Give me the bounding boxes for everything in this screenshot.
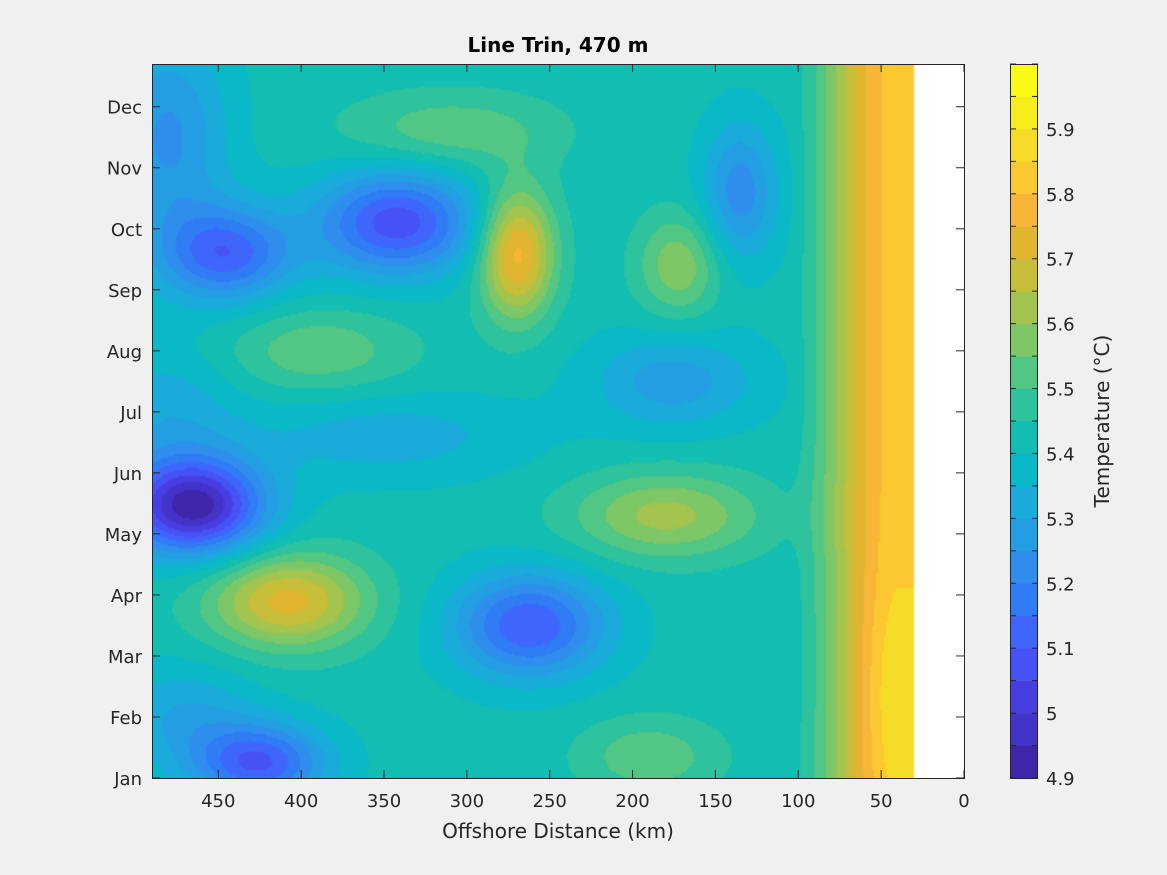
colorbar-band [1010, 96, 1038, 130]
colorbar-label: Temperature (°C) [1090, 335, 1114, 509]
y-tick-label: Aug [107, 342, 142, 363]
colorbar-tick-label: 5 [1046, 704, 1057, 725]
y-tick-label: Oct [111, 220, 142, 241]
colorbar-band [1010, 161, 1038, 195]
colorbar-tick-label: 5.6 [1046, 315, 1075, 336]
y-tick-label: Mar [108, 647, 143, 668]
colorbar-band [1010, 226, 1038, 260]
colorbar-tick-label: 5.4 [1046, 444, 1075, 465]
x-tick-label: 250 [533, 791, 567, 812]
colorbar-band [1010, 64, 1038, 97]
colorbar-band [1010, 258, 1038, 292]
y-tick-label: Apr [111, 586, 143, 607]
x-tick-label: 200 [615, 791, 649, 812]
colorbar-band [1010, 291, 1038, 324]
colorbar-tick-label: 4.9 [1046, 769, 1075, 790]
y-tick-label: Jul [119, 403, 142, 424]
colorbar-band [1010, 485, 1038, 519]
x-tick-label: 300 [450, 791, 484, 812]
colorbar-tick-label: 5.5 [1046, 380, 1075, 401]
x-tick-label: 350 [367, 791, 401, 812]
x-tick-label: 100 [781, 791, 815, 812]
colorbar-band [1010, 421, 1038, 454]
x-tick-label: 150 [698, 791, 732, 812]
y-axis: Jan Feb Mar Apr May Jun Jul Aug Sep Oct Nov Dec [105, 98, 964, 790]
colorbar-tick-label: 5.2 [1046, 574, 1075, 595]
colorbar-band [1010, 615, 1038, 649]
x-axis-label: Offshore Distance (km) [442, 819, 674, 843]
x-tick-label: 450 [201, 791, 235, 812]
colorbar [1010, 64, 1038, 779]
colorbar-band [1010, 583, 1038, 617]
colorbar-ticks: 4.9 5 5.1 5.2 5.3 5.4 5.5 5.6 5.7 5.8 5.9 [1010, 63, 1075, 790]
colorbar-band [1010, 648, 1038, 681]
colorbar-tick-label: 5.8 [1046, 185, 1075, 206]
colorbar-tick-label: 5.1 [1046, 639, 1075, 660]
y-tick-label: Nov [107, 159, 142, 180]
colorbar-band [1010, 128, 1038, 162]
colorbar-band [1010, 323, 1038, 357]
colorbar-band [1010, 356, 1038, 389]
y-tick-label: Sep [108, 281, 142, 302]
colorbar-band [1010, 193, 1038, 227]
y-tick-label: Dec [107, 98, 142, 119]
y-tick-label: Feb [110, 708, 142, 729]
x-tick-label: 400 [284, 791, 318, 812]
colorbar-band [1010, 745, 1038, 779]
colorbar-band [1010, 388, 1038, 422]
y-tick-label: Jun [113, 464, 142, 485]
x-tick-label: 0 [958, 791, 969, 812]
y-tick-label: Jan [113, 769, 142, 790]
x-axis: 450 400 350 300 250 200 150 100 50 0 [201, 64, 970, 812]
colorbar-band [1010, 550, 1038, 584]
colorbar-band [1010, 518, 1038, 552]
colorbar-band [1010, 713, 1038, 746]
temperature-contour-fill [152, 64, 964, 778]
y-tick-label: May [105, 525, 143, 546]
colorbar-tick-label: 5.7 [1046, 250, 1075, 271]
colorbar-tick-label: 5.9 [1046, 120, 1075, 141]
colorbar-band [1010, 453, 1038, 487]
colorbar-tick-label: 5.3 [1046, 509, 1075, 530]
colorbar-band [1010, 680, 1038, 714]
x-tick-label: 50 [870, 791, 893, 812]
chart-title: Line Trin, 470 m [468, 33, 649, 57]
plot-area-frame [152, 64, 965, 779]
